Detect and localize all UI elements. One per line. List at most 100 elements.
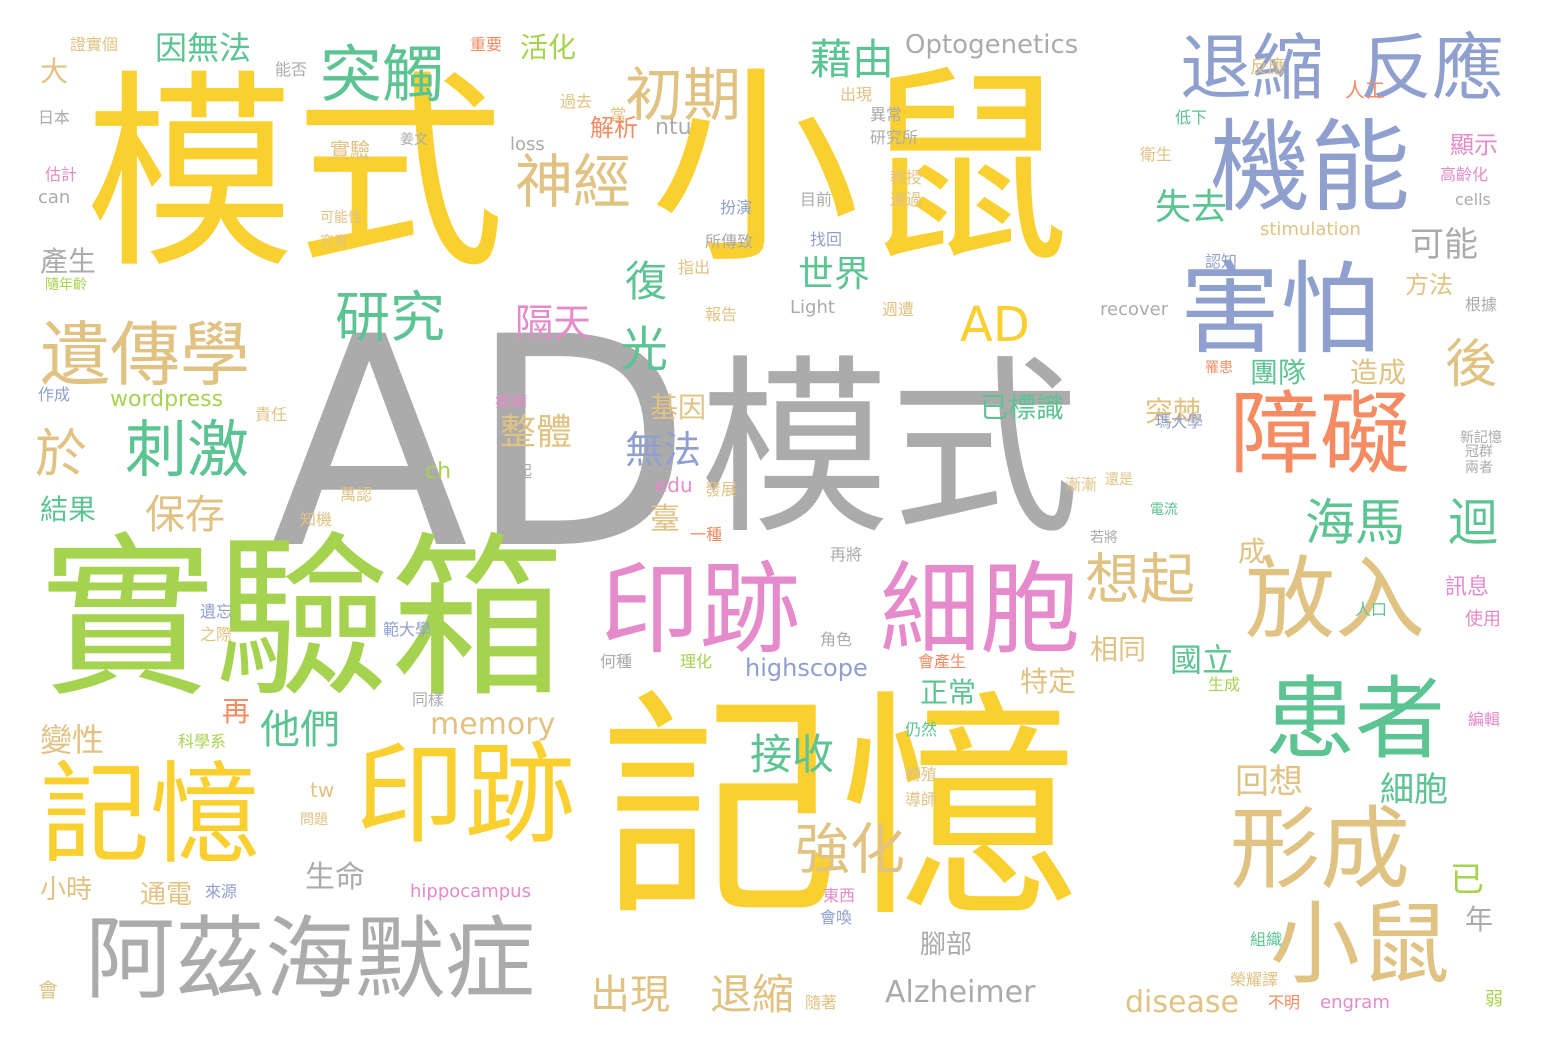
cloud-word: 隔天 (515, 301, 592, 345)
cloud-word: 電流 (1150, 502, 1178, 518)
cloud-word: memory (430, 707, 556, 742)
cloud-word: 他們 (260, 707, 340, 753)
cloud-word: 低下 (1175, 108, 1208, 127)
cloud-word: 海馬 (1305, 494, 1405, 552)
cloud-word: 衛生 (1140, 145, 1173, 164)
cloud-word: 相同 (1090, 633, 1147, 666)
cloud-word: 光 (620, 322, 669, 378)
cloud-word: 遺忘 (200, 602, 233, 621)
cloud-word: 放入 (1245, 547, 1425, 652)
cloud-word: 使用 (1465, 609, 1501, 630)
cloud-word: wordpress (110, 387, 224, 412)
cloud-word: 一種 (690, 525, 723, 544)
cloud-word: 證實個 (70, 35, 119, 54)
cloud-word: 突棘 (1145, 395, 1202, 428)
cloud-word: 細胞 (1380, 770, 1448, 810)
cloud-word: 之際 (200, 625, 233, 644)
cloud-word: tw (310, 778, 335, 802)
cloud-word: 藉由 (810, 35, 895, 84)
cloud-word: 基因 (650, 391, 707, 424)
cloud-word: 扮演 (720, 198, 753, 217)
cloud-word: 目前 (800, 190, 833, 209)
cloud-word: 隨年齡 (45, 277, 87, 293)
cloud-word: 瑪大學 (1155, 412, 1204, 431)
cloud-word: 姜文 (400, 132, 428, 148)
cloud-word: 大 (40, 55, 69, 88)
cloud-word: 顯示 (1450, 131, 1498, 159)
cloud-word: 高齡化 (1440, 165, 1489, 184)
cloud-word: 於 (35, 425, 88, 485)
cloud-word: 回想 (1235, 762, 1303, 802)
cloud-word: 解析 (590, 114, 638, 142)
cloud-word: 問題 (300, 812, 328, 828)
cloud-word: 整體 (500, 412, 573, 453)
cloud-word: 世界 (798, 254, 871, 295)
cloud-word: 失去 (1155, 187, 1228, 228)
cloud-word: 腳部 (920, 930, 973, 960)
cloud-word: 退縮 (710, 970, 795, 1019)
cloud-word: 刺激 (125, 413, 250, 486)
cloud-word: 突觸 (320, 38, 445, 111)
cloud-word: 患者 (1265, 667, 1445, 772)
cloud-word: 科學系 (178, 732, 227, 751)
cloud-word: 再將 (830, 545, 863, 564)
cloud-word: 究竟 (320, 234, 348, 250)
cloud-word: 責任 (255, 405, 288, 424)
cloud-word: 重要 (470, 35, 503, 54)
cloud-word: 發展 (705, 480, 738, 499)
cloud-word: 反應 (1360, 26, 1505, 110)
cloud-word: 實驗箱 (40, 518, 565, 722)
cloud-word: 變性 (40, 721, 105, 759)
cloud-word: 轉殖 (905, 765, 938, 784)
cloud-word: 教授 (890, 168, 923, 187)
cloud-word: 仍然 (905, 720, 938, 739)
cloud-word: 角色 (820, 630, 853, 649)
cloud-word: 害怕 (1180, 251, 1380, 368)
cloud-word: engram (1320, 992, 1390, 1013)
cloud-word: 神經 (515, 148, 632, 216)
cloud-word: 異常 (870, 105, 903, 124)
cloud-word: 冠群 (1465, 444, 1493, 460)
cloud-word: 會 (38, 978, 58, 1002)
cloud-word: 年 (1465, 903, 1494, 936)
cloud-word: 實驗 (330, 138, 370, 162)
cloud-word: 編輯 (1468, 710, 1501, 729)
cloud-word: hippocampus (410, 881, 531, 902)
cloud-word: 已標識 (980, 391, 1065, 424)
cloud-word: 通電 (140, 880, 193, 910)
cloud-word: 團隊 (1250, 356, 1307, 389)
cloud-word: 臺 (650, 502, 680, 537)
cloud-word: 造成 (1350, 356, 1407, 389)
cloud-word: 退縮 (1180, 26, 1325, 110)
cloud-word: 細胞 (880, 551, 1080, 668)
cloud-word: 新記憶 (1460, 430, 1502, 446)
cloud-word: 指出 (678, 258, 711, 277)
cloud-word: 研究所 (870, 128, 919, 147)
cloud-word: 再 (222, 695, 251, 728)
cloud-word: 若將 (1090, 530, 1118, 546)
cloud-word: 想起 (1085, 547, 1196, 612)
cloud-word: 模式 (85, 52, 506, 297)
cloud-word: 印跡 (355, 731, 575, 859)
cloud-word: 生命 (305, 860, 365, 895)
cloud-word: 小時 (40, 875, 93, 905)
cloud-word: 迴 (1448, 494, 1498, 552)
cloud-word: 保存 (145, 492, 225, 538)
cloud-word: 結果 (40, 493, 97, 526)
cloud-word: 方法 (1405, 271, 1453, 299)
cloud-word: 後 (1445, 335, 1498, 395)
cloud-word: 萬認 (340, 485, 373, 504)
cloud-word: 活化 (520, 31, 577, 64)
cloud-word: 正常 (920, 676, 977, 709)
cloud-word: 記憶 (40, 751, 260, 879)
cloud-word: 接收 (750, 730, 835, 779)
cloud-word: 當 (610, 105, 627, 124)
cloud-word: 根據 (1465, 295, 1498, 314)
cloud-word: 疾病 (495, 392, 528, 411)
cloud-word: ntu (655, 115, 692, 140)
cloud-word: 國立 (1170, 641, 1235, 679)
cloud-word: 何種 (600, 652, 633, 671)
cloud-word: 能否 (275, 60, 308, 79)
cloud-word: 成 (1238, 535, 1267, 568)
